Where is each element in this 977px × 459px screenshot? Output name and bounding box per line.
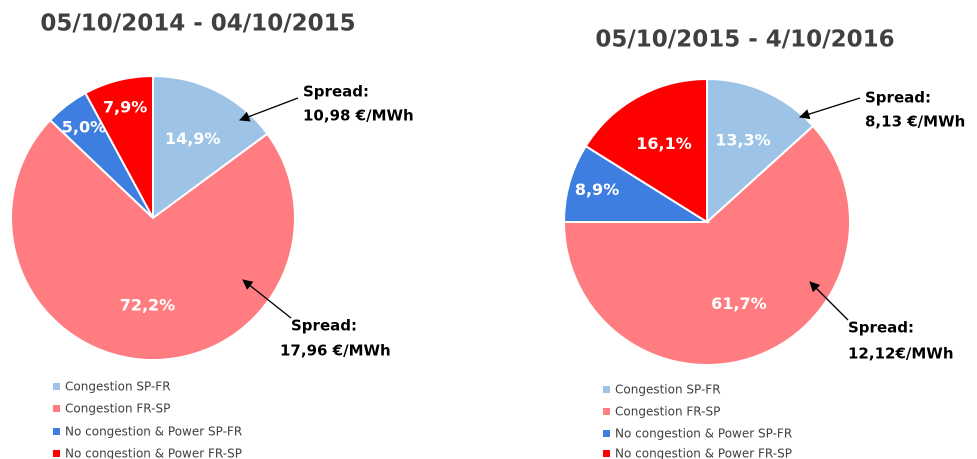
legend-label: Congestion SP-FR <box>65 380 171 394</box>
annotation: Spread: <box>848 319 914 337</box>
annotation: Spread: <box>865 89 931 107</box>
legend-swatch <box>603 386 610 393</box>
arrow <box>242 279 292 319</box>
pie-slice <box>10 118 296 361</box>
annotation: Spread: <box>303 83 369 101</box>
annotation: 12,12€/MWh <box>848 345 954 363</box>
pie-slice <box>84 74 154 219</box>
legend-swatch <box>53 405 60 412</box>
data-label: 61,7% <box>711 294 767 313</box>
legend-label: Congestion FR-SP <box>65 402 170 416</box>
legend-swatch <box>603 408 610 415</box>
legend-swatch <box>603 430 610 437</box>
chart-title: 05/10/2015 - 4/10/2016 <box>595 27 894 53</box>
arrow <box>799 97 861 120</box>
pie-slice <box>562 124 851 366</box>
legend-swatch <box>53 450 60 457</box>
chart-title: 05/10/2014 - 04/10/2015 <box>40 11 355 37</box>
legend-swatch <box>603 450 610 457</box>
data-label: 13,3% <box>715 130 771 149</box>
data-label: 14,9% <box>165 129 221 148</box>
legend-label: No congestion & Power SP-FR <box>65 425 242 439</box>
arrow <box>239 97 299 122</box>
legend-label: Congestion FR-SP <box>615 405 720 419</box>
annotation: 10,98 €/MWh <box>303 107 414 125</box>
annotation: Spread: <box>291 317 357 335</box>
pie-slice <box>584 77 708 224</box>
data-label: 5,0% <box>62 117 106 136</box>
legend-label: No congestion & Power FR-SP <box>615 447 792 459</box>
arrow <box>809 281 849 321</box>
legend-swatch <box>53 428 60 435</box>
legend-label: Congestion SP-FR <box>615 383 721 397</box>
pie-slice <box>152 74 269 220</box>
annotation: 8,13 €/MWh <box>865 113 965 131</box>
legend-swatch <box>53 383 60 390</box>
data-label: 16,1% <box>636 134 692 153</box>
annotation: 17,96 €/MWh <box>280 342 391 360</box>
data-label: 72,2% <box>120 295 176 314</box>
data-label: 7,9% <box>103 97 147 116</box>
legend-label: No congestion & Power SP-FR <box>615 427 792 441</box>
legend-label: No congestion & Power FR-SP <box>65 447 242 459</box>
data-label: 8,9% <box>575 180 619 199</box>
pie-slice <box>562 144 711 223</box>
pie-slice <box>706 77 815 225</box>
